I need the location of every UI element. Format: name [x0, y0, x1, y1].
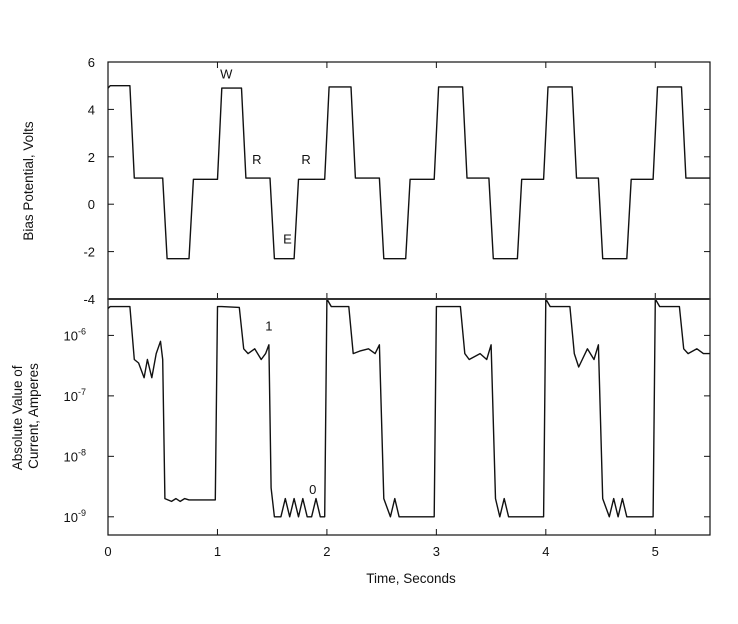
top-y-tick-label-4: -2	[83, 245, 95, 260]
bottom-annotation-1: 0	[309, 482, 316, 497]
x-tick-label-0: 0	[104, 544, 111, 559]
y-axis-title-bottom-line1: Absolute Value of	[10, 365, 25, 470]
bottom-y-tick-exp-3: -9	[78, 508, 86, 518]
bottom-y-tick-exp-1: -7	[78, 387, 86, 397]
top-y-tick-label-3: 0	[88, 197, 95, 212]
bottom-y-tick-label-3: 10-9	[64, 508, 86, 525]
x-tick-label-2: 2	[323, 544, 330, 559]
y-axis-title-bottom: Absolute Value of Current, Amperes	[10, 362, 41, 471]
top-y-tick-label-2: 2	[88, 150, 95, 165]
bottom-y-tick-base-2: 10	[64, 449, 78, 464]
bottom-y-tick-label-1: 10-7	[64, 387, 86, 404]
bottom-y-tick-base-3: 10	[64, 510, 78, 525]
x-axis-title: Time, Seconds	[366, 571, 456, 586]
top-y-tick-label-1: 4	[88, 102, 95, 117]
x-tick-label-4: 4	[542, 544, 549, 559]
bottom-panel: 10-610-710-810-90 1 2 3 4 510	[64, 298, 711, 559]
bottom-y-tick-label-0: 10-6	[64, 326, 86, 343]
top-series-line-0	[107, 85, 710, 260]
bottom-annotation-0: 1	[265, 319, 272, 334]
x-tick-label-1: 1	[214, 544, 221, 559]
bottom-y-tick-base-0: 10	[64, 328, 78, 343]
bottom-y-tick-exp-0: -6	[78, 326, 86, 336]
top-annotation-0: W	[220, 67, 233, 82]
y-axis-title-bottom-line2: Current, Amperes	[26, 363, 41, 469]
top-annotation-3: E	[283, 231, 292, 246]
top-annotation-1: R	[252, 152, 261, 167]
bottom-y-tick-base-1: 10	[64, 389, 78, 404]
bottom-y-tick-exp-2: -8	[78, 447, 86, 457]
x-tick-label-3: 3	[433, 544, 440, 559]
bottom-series-line-0	[107, 298, 710, 518]
bottom-y-tick-label-2: 10-8	[64, 447, 86, 464]
y-axis-title-top: Bias Potential, Volts	[21, 121, 36, 241]
x-tick-label-5: 5	[652, 544, 659, 559]
top-y-tick-label-5: -4	[83, 292, 95, 307]
top-y-tick-label-0: 6	[88, 55, 95, 70]
top-annotation-2: R	[301, 152, 310, 167]
